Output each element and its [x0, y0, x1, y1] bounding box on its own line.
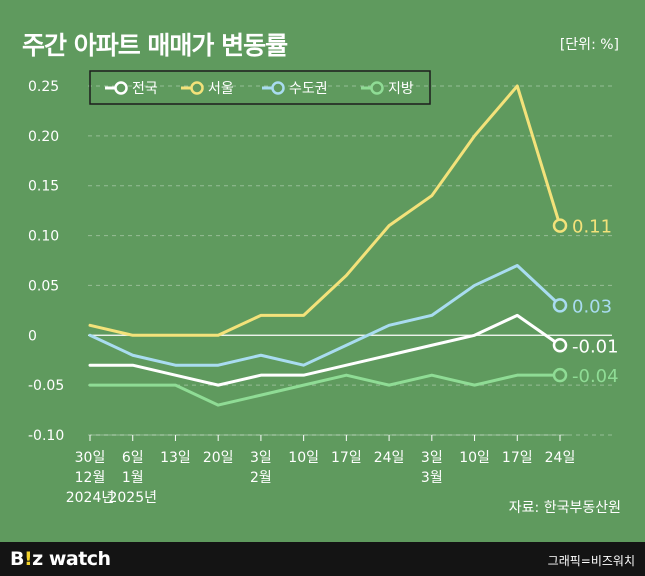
- y-tick-label: -0.05: [28, 378, 64, 394]
- x-tick-label: 30일: [75, 450, 106, 466]
- y-tick-label: 0.05: [28, 278, 59, 294]
- x-tick-label: 6일: [122, 450, 144, 466]
- series-end-label: 0.11: [572, 217, 612, 238]
- unit-label: [단위: %]: [559, 37, 619, 53]
- series-line-2: [88, 263, 562, 367]
- source-note: 자료: 한국부동산원: [508, 500, 621, 516]
- x-tick-label: 17일: [502, 450, 533, 466]
- series-end-marker: [552, 367, 568, 383]
- x-month-label: 3월: [421, 470, 443, 486]
- graphic-credit: 그래픽=비즈워치: [547, 554, 635, 568]
- legend-label: 전국: [132, 81, 158, 97]
- legend-label: 서울: [208, 81, 234, 97]
- series-end-label: -0.01: [572, 336, 619, 357]
- legend-marker: [271, 81, 285, 95]
- series-end-marker: [552, 218, 568, 233]
- legend: 전국 서울 수도권 지방: [89, 70, 431, 105]
- x-tick-label: 24일: [545, 450, 576, 466]
- series-lines: -0.04 0.03 0.11 -0.01: [88, 84, 619, 407]
- x-month-label: 12월: [75, 470, 106, 486]
- series-line-0: [88, 313, 562, 387]
- x-tick-label: 13일: [160, 450, 191, 466]
- series-end-label: 0.03: [572, 296, 612, 317]
- x-month-label: 2월: [250, 470, 272, 486]
- x-tick-label: 17일: [331, 450, 362, 466]
- series-line-1: [88, 84, 562, 337]
- brand-logo: B!z watch: [10, 548, 111, 570]
- y-axis-labels: 0.25 0.20 0.15 0.10 0.05 0 -0.05 -0.10: [28, 79, 64, 444]
- y-tick-label: 0.10: [28, 229, 59, 245]
- y-tick-label: 0.20: [28, 129, 59, 145]
- x-tick-label: 3일: [421, 450, 443, 466]
- chart-title: 주간 아파트 매매가 변동률: [22, 31, 288, 60]
- x-axis-labels: 30일 12월 2024년 6일 1월 2025년 13일 20일 3일 2월 10일 17일 24일 3…: [66, 434, 576, 506]
- line-chart: 0.250.200.150.100.050-0.05-0.10 30일12월20…: [28, 70, 619, 506]
- x-tick-label: 10일: [288, 450, 319, 466]
- y-tick-label: 0: [28, 328, 37, 344]
- x-tick-label: 24일: [374, 450, 405, 466]
- legend-label: 수도권: [289, 81, 328, 97]
- footer-bar: B!z watch 그래픽=비즈워치: [0, 542, 645, 576]
- legend-label: 지방: [388, 81, 414, 97]
- legend-marker: [190, 81, 204, 95]
- x-month-label: 1월: [122, 470, 144, 486]
- y-tick-label: 0.15: [28, 179, 59, 195]
- series-end-marker: [552, 298, 568, 313]
- series-end-marker: [552, 338, 568, 353]
- series-line-3: [88, 373, 562, 407]
- x-tick-label: 20일: [203, 450, 234, 466]
- x-year-label: 2025년: [108, 490, 157, 506]
- x-tick-label: 10일: [459, 450, 490, 466]
- legend-marker: [114, 81, 128, 95]
- series-end-label: -0.04: [572, 366, 619, 387]
- x-tick-label: 3일: [250, 450, 272, 466]
- legend-marker: [370, 81, 384, 95]
- y-tick-label: -0.10: [28, 428, 64, 444]
- y-tick-label: 0.25: [28, 79, 59, 95]
- legend-box: [89, 70, 431, 105]
- x-year-label: 2024년: [66, 490, 115, 506]
